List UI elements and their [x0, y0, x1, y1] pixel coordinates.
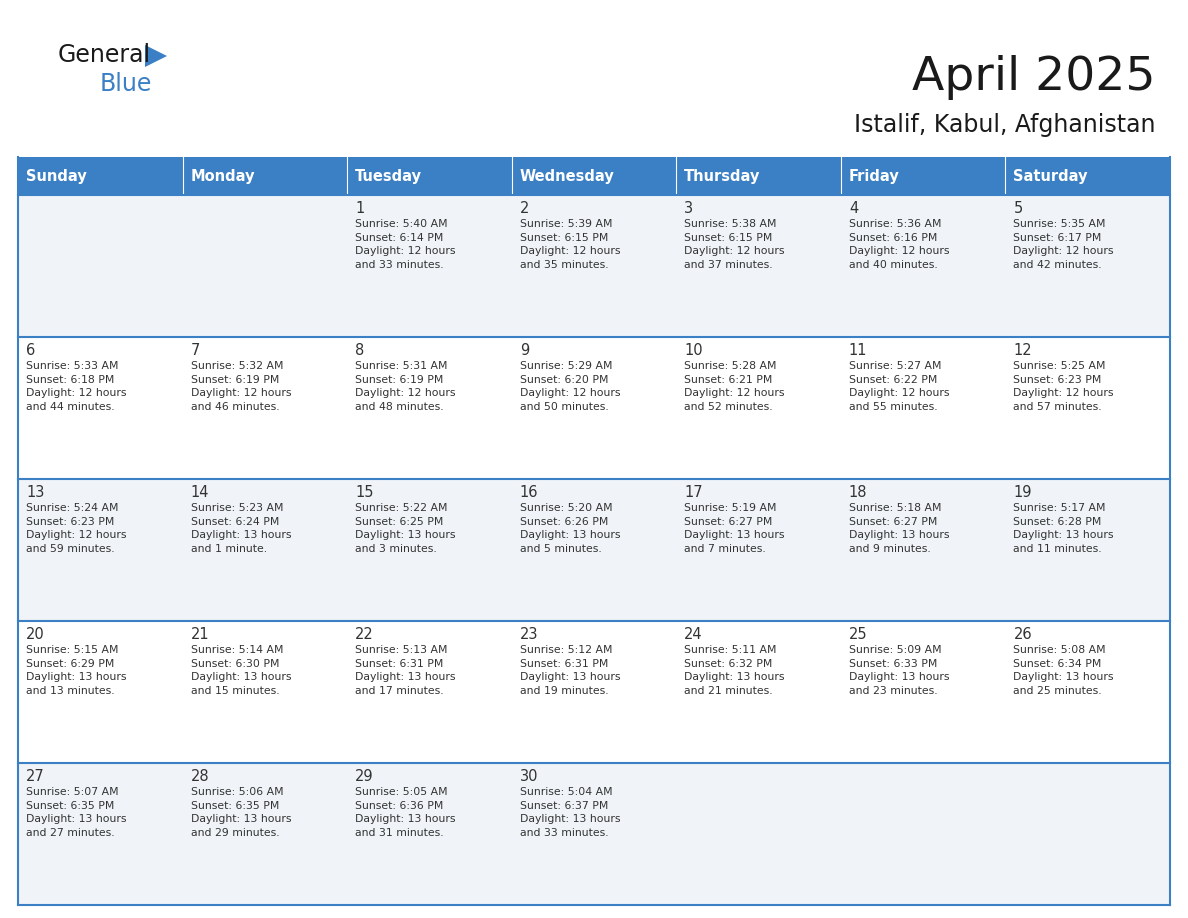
Text: Monday: Monday [190, 169, 255, 184]
Bar [18, 479, 1170, 621]
Text: General: General [58, 43, 151, 67]
Text: 19: 19 [1013, 485, 1032, 500]
Text: Sunrise: 5:23 AM
Sunset: 6:24 PM
Daylight: 13 hours
and 1 minute.: Sunrise: 5:23 AM Sunset: 6:24 PM Dayligh… [190, 503, 291, 554]
Text: 28: 28 [190, 769, 209, 784]
Text: Friday: Friday [849, 169, 899, 184]
Text: Sunrise: 5:25 AM
Sunset: 6:23 PM
Daylight: 12 hours
and 57 minutes.: Sunrise: 5:25 AM Sunset: 6:23 PM Dayligh… [1013, 361, 1114, 412]
Text: 11: 11 [849, 343, 867, 358]
Text: 7: 7 [190, 343, 200, 358]
Text: 18: 18 [849, 485, 867, 500]
Text: Sunrise: 5:24 AM
Sunset: 6:23 PM
Daylight: 12 hours
and 59 minutes.: Sunrise: 5:24 AM Sunset: 6:23 PM Dayligh… [26, 503, 126, 554]
Text: Sunrise: 5:14 AM
Sunset: 6:30 PM
Daylight: 13 hours
and 15 minutes.: Sunrise: 5:14 AM Sunset: 6:30 PM Dayligh… [190, 645, 291, 696]
Text: Sunrise: 5:11 AM
Sunset: 6:32 PM
Daylight: 13 hours
and 21 minutes.: Sunrise: 5:11 AM Sunset: 6:32 PM Dayligh… [684, 645, 785, 696]
Text: 30: 30 [519, 769, 538, 784]
Text: Sunrise: 5:31 AM
Sunset: 6:19 PM
Daylight: 12 hours
and 48 minutes.: Sunrise: 5:31 AM Sunset: 6:19 PM Dayligh… [355, 361, 456, 412]
Bar [841, 157, 1005, 195]
Text: Sunrise: 5:07 AM
Sunset: 6:35 PM
Daylight: 13 hours
and 27 minutes.: Sunrise: 5:07 AM Sunset: 6:35 PM Dayligh… [26, 787, 126, 838]
Polygon shape [145, 45, 168, 67]
Text: 23: 23 [519, 627, 538, 642]
Text: 1: 1 [355, 201, 365, 216]
Text: 13: 13 [26, 485, 44, 500]
Text: 9: 9 [519, 343, 529, 358]
Text: Saturday: Saturday [1013, 169, 1088, 184]
Text: Sunrise: 5:29 AM
Sunset: 6:20 PM
Daylight: 12 hours
and 50 minutes.: Sunrise: 5:29 AM Sunset: 6:20 PM Dayligh… [519, 361, 620, 412]
Text: Sunrise: 5:22 AM
Sunset: 6:25 PM
Daylight: 13 hours
and 3 minutes.: Sunrise: 5:22 AM Sunset: 6:25 PM Dayligh… [355, 503, 456, 554]
Text: Sunrise: 5:35 AM
Sunset: 6:17 PM
Daylight: 12 hours
and 42 minutes.: Sunrise: 5:35 AM Sunset: 6:17 PM Dayligh… [1013, 219, 1114, 270]
Text: Sunrise: 5:15 AM
Sunset: 6:29 PM
Daylight: 13 hours
and 13 minutes.: Sunrise: 5:15 AM Sunset: 6:29 PM Dayligh… [26, 645, 126, 696]
Text: Tuesday: Tuesday [355, 169, 422, 184]
Text: Blue: Blue [100, 72, 152, 96]
Text: Sunrise: 5:05 AM
Sunset: 6:36 PM
Daylight: 13 hours
and 31 minutes.: Sunrise: 5:05 AM Sunset: 6:36 PM Dayligh… [355, 787, 456, 838]
Text: Sunrise: 5:12 AM
Sunset: 6:31 PM
Daylight: 13 hours
and 19 minutes.: Sunrise: 5:12 AM Sunset: 6:31 PM Dayligh… [519, 645, 620, 696]
Text: Sunrise: 5:20 AM
Sunset: 6:26 PM
Daylight: 13 hours
and 5 minutes.: Sunrise: 5:20 AM Sunset: 6:26 PM Dayligh… [519, 503, 620, 554]
Text: 25: 25 [849, 627, 867, 642]
Text: Sunrise: 5:38 AM
Sunset: 6:15 PM
Daylight: 12 hours
and 37 minutes.: Sunrise: 5:38 AM Sunset: 6:15 PM Dayligh… [684, 219, 785, 270]
Text: April 2025: April 2025 [911, 55, 1155, 100]
Bar [512, 157, 676, 195]
Text: 20: 20 [26, 627, 45, 642]
Bar [18, 763, 1170, 905]
Text: 24: 24 [684, 627, 703, 642]
Text: 14: 14 [190, 485, 209, 500]
Text: Sunrise: 5:32 AM
Sunset: 6:19 PM
Daylight: 12 hours
and 46 minutes.: Sunrise: 5:32 AM Sunset: 6:19 PM Dayligh… [190, 361, 291, 412]
Text: 8: 8 [355, 343, 365, 358]
Text: 12: 12 [1013, 343, 1032, 358]
Text: 10: 10 [684, 343, 703, 358]
Text: 21: 21 [190, 627, 209, 642]
Bar [18, 195, 1170, 337]
Text: Sunrise: 5:33 AM
Sunset: 6:18 PM
Daylight: 12 hours
and 44 minutes.: Sunrise: 5:33 AM Sunset: 6:18 PM Dayligh… [26, 361, 126, 412]
Text: Sunrise: 5:39 AM
Sunset: 6:15 PM
Daylight: 12 hours
and 35 minutes.: Sunrise: 5:39 AM Sunset: 6:15 PM Dayligh… [519, 219, 620, 270]
Text: 27: 27 [26, 769, 45, 784]
Text: Sunrise: 5:27 AM
Sunset: 6:22 PM
Daylight: 12 hours
and 55 minutes.: Sunrise: 5:27 AM Sunset: 6:22 PM Dayligh… [849, 361, 949, 412]
Text: Sunrise: 5:06 AM
Sunset: 6:35 PM
Daylight: 13 hours
and 29 minutes.: Sunrise: 5:06 AM Sunset: 6:35 PM Dayligh… [190, 787, 291, 838]
Text: Sunrise: 5:18 AM
Sunset: 6:27 PM
Daylight: 13 hours
and 9 minutes.: Sunrise: 5:18 AM Sunset: 6:27 PM Dayligh… [849, 503, 949, 554]
Text: 16: 16 [519, 485, 538, 500]
Text: Sunrise: 5:13 AM
Sunset: 6:31 PM
Daylight: 13 hours
and 17 minutes.: Sunrise: 5:13 AM Sunset: 6:31 PM Dayligh… [355, 645, 456, 696]
Text: Sunrise: 5:19 AM
Sunset: 6:27 PM
Daylight: 13 hours
and 7 minutes.: Sunrise: 5:19 AM Sunset: 6:27 PM Dayligh… [684, 503, 785, 554]
Text: Wednesday: Wednesday [519, 169, 614, 184]
Text: Thursday: Thursday [684, 169, 760, 184]
Text: 3: 3 [684, 201, 694, 216]
Text: Sunday: Sunday [26, 169, 87, 184]
Text: Sunrise: 5:08 AM
Sunset: 6:34 PM
Daylight: 13 hours
and 25 minutes.: Sunrise: 5:08 AM Sunset: 6:34 PM Dayligh… [1013, 645, 1114, 696]
Text: Istalif, Kabul, Afghanistan: Istalif, Kabul, Afghanistan [853, 113, 1155, 137]
Bar [676, 157, 841, 195]
Text: Sunrise: 5:09 AM
Sunset: 6:33 PM
Daylight: 13 hours
and 23 minutes.: Sunrise: 5:09 AM Sunset: 6:33 PM Dayligh… [849, 645, 949, 696]
Text: Sunrise: 5:36 AM
Sunset: 6:16 PM
Daylight: 12 hours
and 40 minutes.: Sunrise: 5:36 AM Sunset: 6:16 PM Dayligh… [849, 219, 949, 270]
Text: Sunrise: 5:17 AM
Sunset: 6:28 PM
Daylight: 13 hours
and 11 minutes.: Sunrise: 5:17 AM Sunset: 6:28 PM Dayligh… [1013, 503, 1114, 554]
Text: 29: 29 [355, 769, 374, 784]
Text: 2: 2 [519, 201, 529, 216]
Text: Sunrise: 5:40 AM
Sunset: 6:14 PM
Daylight: 12 hours
and 33 minutes.: Sunrise: 5:40 AM Sunset: 6:14 PM Dayligh… [355, 219, 456, 270]
Bar [347, 157, 512, 195]
Bar [18, 621, 1170, 763]
Text: Sunrise: 5:04 AM
Sunset: 6:37 PM
Daylight: 13 hours
and 33 minutes.: Sunrise: 5:04 AM Sunset: 6:37 PM Dayligh… [519, 787, 620, 838]
Text: Sunrise: 5:28 AM
Sunset: 6:21 PM
Daylight: 12 hours
and 52 minutes.: Sunrise: 5:28 AM Sunset: 6:21 PM Dayligh… [684, 361, 785, 412]
Bar [183, 157, 347, 195]
Text: 6: 6 [26, 343, 36, 358]
Text: 26: 26 [1013, 627, 1032, 642]
Text: 4: 4 [849, 201, 858, 216]
Bar [18, 157, 183, 195]
Text: 5: 5 [1013, 201, 1023, 216]
Bar [18, 337, 1170, 479]
Text: 22: 22 [355, 627, 374, 642]
Text: 15: 15 [355, 485, 374, 500]
Bar [1005, 157, 1170, 195]
Text: 17: 17 [684, 485, 703, 500]
